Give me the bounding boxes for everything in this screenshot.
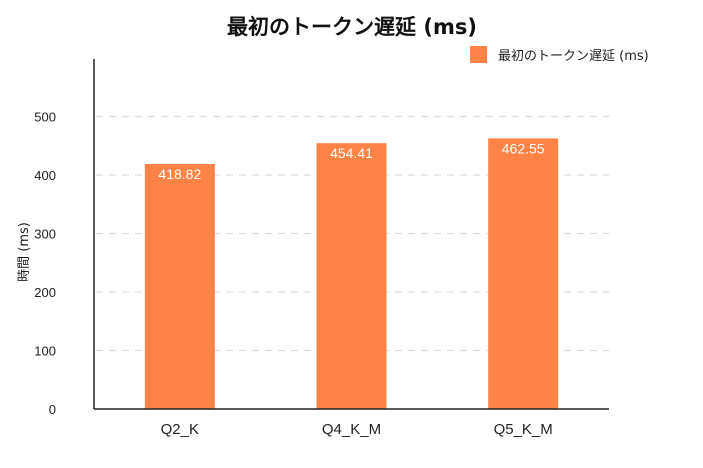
legend-label: 最初のトークン遅延 (ms): [498, 49, 649, 64]
bar: [144, 163, 215, 409]
legend: 最初のトークン遅延 (ms): [470, 46, 649, 64]
chart-title: 最初のトークン遅延 (ms): [227, 15, 477, 39]
bar: [316, 143, 387, 409]
bar-value-label: 462.55: [502, 140, 545, 156]
bar-value-label: 454.41: [330, 145, 373, 161]
legend-swatch: [470, 46, 487, 63]
y-tick-label: 200: [34, 285, 56, 300]
y-axis-label: 時間 (ms): [17, 222, 32, 282]
y-tick-label: 100: [34, 344, 56, 359]
y-tick-label: 500: [34, 110, 56, 125]
x-tick-label: Q5_K_M: [494, 421, 553, 438]
y-tick-label: 300: [34, 227, 56, 242]
x-axis-ticks: Q2_K Q4_K_M Q5_K_M: [161, 421, 553, 438]
y-tick-label: 0: [49, 402, 56, 417]
y-tick-label: 400: [34, 168, 56, 183]
bar-value-label: 418.82: [158, 166, 201, 182]
bars: 418.82 454.41 462.55: [144, 138, 559, 409]
x-tick-label: Q4_K_M: [322, 421, 381, 438]
y-axis-ticks: 0 100 200 300 400 500: [34, 110, 56, 418]
x-tick-label: Q2_K: [161, 421, 199, 438]
bar: [488, 138, 559, 409]
